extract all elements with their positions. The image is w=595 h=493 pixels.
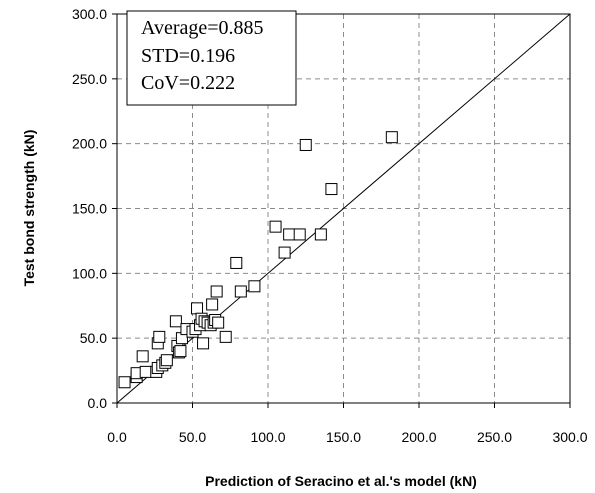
data-point <box>299 138 312 151</box>
x-tick-label: 300.0 <box>552 429 587 445</box>
y-tick-label: 100.0 <box>72 265 107 281</box>
data-point <box>283 228 296 241</box>
y-tick-label: 250.0 <box>72 71 107 87</box>
stat-std: STD=0.196 <box>141 45 235 67</box>
reference-line-layer <box>116 13 571 404</box>
y-tick-label: 50.0 <box>80 330 107 346</box>
data-point <box>136 350 149 363</box>
x-tick-labels: 0.0 50.0 100.0 150.0 200.0 250.0 300.0 <box>107 429 587 445</box>
x-axis-title: Prediction of Seracino et al.'s model (k… <box>205 473 477 489</box>
data-point <box>118 376 131 389</box>
x-tick-label: 0.0 <box>107 429 127 445</box>
data-point <box>206 298 219 311</box>
reference-line <box>116 13 571 404</box>
y-tick-labels: 0.0 50.0 100.0 150.0 200.0 250.0 300.0 <box>72 6 107 411</box>
data-point <box>212 316 225 329</box>
data-point <box>278 246 291 259</box>
x-tick-label: 100.0 <box>250 429 285 445</box>
y-tick-label: 300.0 <box>72 6 107 22</box>
data-point <box>325 183 338 196</box>
x-tick-label: 50.0 <box>179 429 206 445</box>
data-point <box>314 228 327 241</box>
data-point <box>293 228 306 241</box>
x-tick-label: 250.0 <box>477 429 512 445</box>
stats-box: Average=0.885 STD=0.196 CoV=0.222 <box>126 10 297 106</box>
x-tick-label: 150.0 <box>326 429 361 445</box>
stats-box-frame <box>126 10 297 106</box>
data-points <box>118 131 398 389</box>
data-point <box>139 365 152 378</box>
stat-cov: CoV=0.222 <box>141 72 235 94</box>
data-point <box>234 285 247 298</box>
y-axis-title: Test bond strength (kN) <box>21 130 37 287</box>
data-point <box>191 302 204 315</box>
plot-area-frame <box>116 13 571 404</box>
data-point <box>169 315 182 328</box>
y-tick-label: 0.0 <box>88 395 108 411</box>
data-point <box>230 256 243 269</box>
data-point <box>197 337 210 350</box>
data-point <box>153 330 166 343</box>
data-point <box>174 345 187 358</box>
y-tick-label: 200.0 <box>72 136 107 152</box>
x-tick-label: 200.0 <box>401 429 436 445</box>
data-point <box>248 280 261 293</box>
data-point <box>160 354 173 367</box>
data-point <box>385 131 398 144</box>
data-point <box>210 285 223 298</box>
data-point <box>269 220 282 233</box>
data-point <box>219 330 232 343</box>
y-tick-label: 150.0 <box>72 201 107 217</box>
stat-average: Average=0.885 <box>141 17 264 39</box>
